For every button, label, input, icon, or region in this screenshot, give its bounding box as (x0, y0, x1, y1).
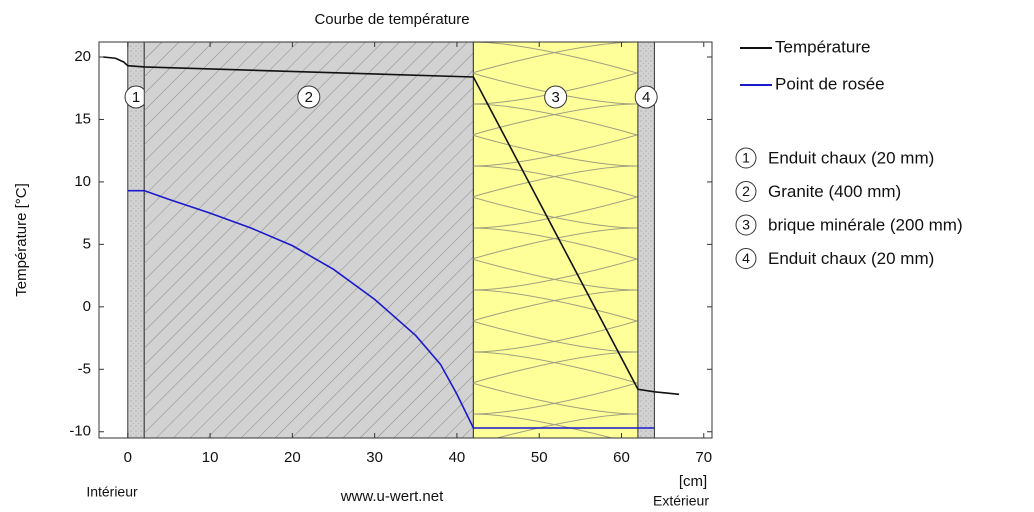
x-tick-label: 0 (124, 449, 132, 466)
x-axis-unit: [cm] (679, 473, 707, 490)
legend-number-circle (735, 248, 757, 269)
legend-layer-name: brique minérale (200 mm) (768, 215, 963, 234)
y-tick-label: 5 (83, 235, 91, 252)
layer-number: 1 (132, 89, 140, 106)
layer-texture (127, 42, 145, 438)
x-tick-label: 10 (202, 449, 219, 466)
x-tick-label: 60 (613, 449, 630, 466)
y-tick-label: -10 (69, 423, 91, 440)
plot-frame (98, 41, 713, 439)
interior-label: Intérieur (86, 484, 138, 500)
x-tick-label: 20 (284, 449, 301, 466)
legend-number: 2 (742, 183, 750, 199)
legend-label: Point de rosée (775, 74, 885, 93)
legend-number-circle (735, 181, 757, 202)
y-axis-label: Température [°C] (13, 183, 30, 297)
layer-texture (637, 42, 655, 438)
legend-layer-name: Enduit chaux (20 mm) (768, 249, 934, 268)
x-tick-label: 30 (366, 449, 383, 466)
series-line (103, 56, 680, 396)
plot-area: 1 2 3 4 (103, 42, 680, 438)
layer-number: 2 (305, 89, 313, 106)
y-tick-label: 15 (74, 110, 91, 127)
legend-layer-name: Granite (400 mm) (768, 182, 901, 201)
source-label: www.u-wert.net (340, 488, 444, 505)
legend-label: Température (775, 37, 870, 56)
legend-number: 3 (742, 217, 750, 233)
y-tick-label: -5 (78, 360, 91, 377)
x-tick-label: 70 (695, 449, 712, 466)
chart-title: Courbe de température (314, 11, 469, 28)
legend-layer-name: Enduit chaux (20 mm) (768, 148, 934, 167)
layer-number-circle (297, 85, 321, 109)
legend-number-circle (735, 147, 757, 169)
layer-number-circle (544, 85, 568, 109)
x-tick-label: 50 (531, 449, 548, 466)
y-tick-label: 20 (74, 48, 91, 65)
layer-number: 4 (642, 89, 650, 106)
legend-number: 4 (742, 250, 750, 266)
exterior-label: Extérieur (653, 493, 709, 509)
layer-number: 3 (551, 89, 559, 106)
layer-number-circle (634, 85, 658, 109)
y-tick-label: 10 (74, 173, 91, 190)
legend-number-circle (735, 214, 757, 236)
y-tick-label: 0 (83, 298, 91, 315)
legend-number: 1 (742, 150, 750, 166)
x-tick-label: 40 (449, 449, 466, 466)
series-line (127, 189, 655, 429)
